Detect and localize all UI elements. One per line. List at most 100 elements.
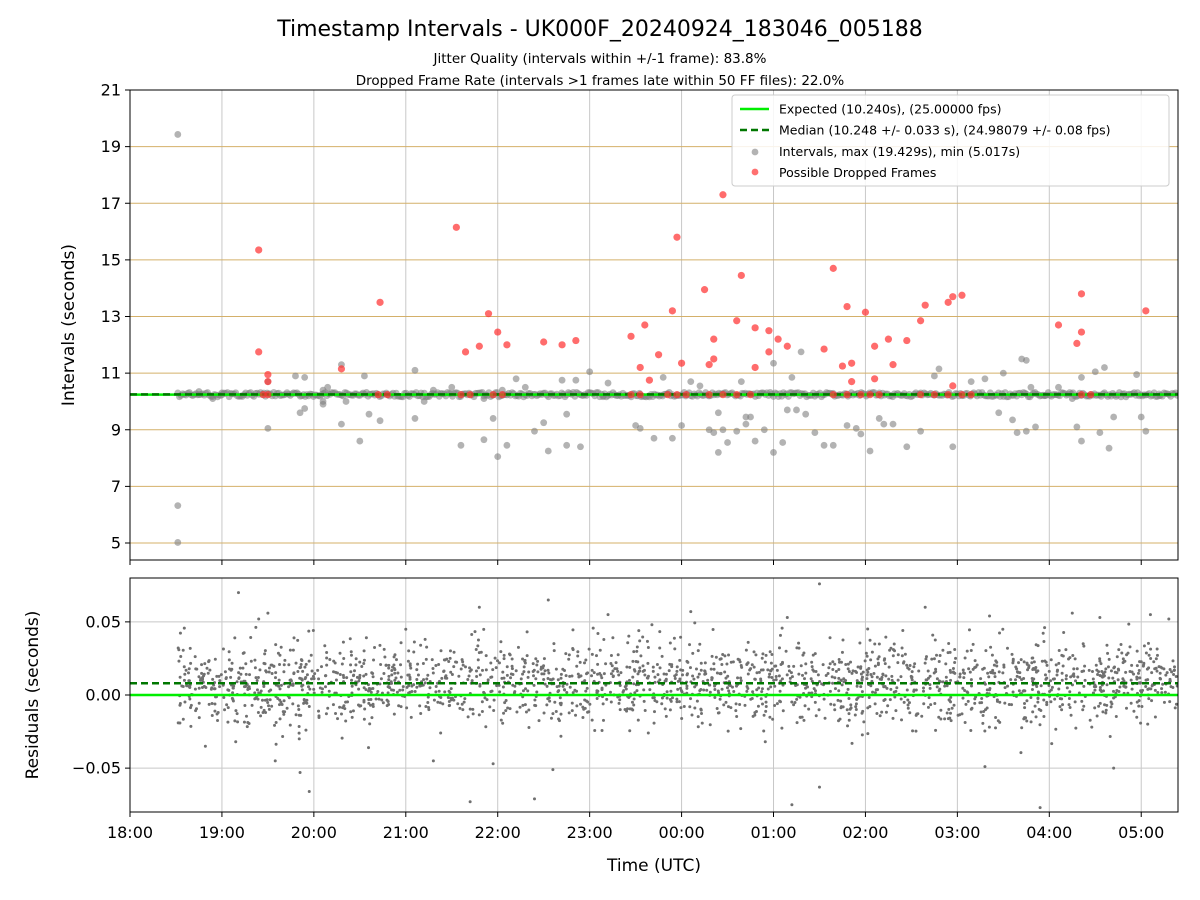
residual-point [1099, 662, 1103, 666]
residual-point [350, 691, 354, 695]
residual-point [899, 697, 903, 701]
residual-point [202, 674, 206, 678]
residual-point [990, 653, 994, 657]
residual-point [526, 689, 530, 693]
residual-point [226, 688, 230, 692]
residual-point [581, 715, 585, 719]
residual-point [780, 726, 784, 730]
residual-point [410, 684, 414, 688]
residual-point [1140, 705, 1144, 709]
residual-point [279, 645, 283, 649]
residual-point [658, 630, 662, 634]
residual-point [948, 711, 952, 715]
residual-point [767, 675, 771, 679]
residual-point [953, 660, 957, 664]
residual-point [1071, 653, 1075, 657]
dropped-frame-point [264, 370, 272, 379]
residual-point [766, 687, 770, 691]
residual-point [926, 705, 930, 709]
residual-point [665, 696, 669, 700]
residual-point [718, 672, 722, 676]
residual-point [272, 664, 276, 668]
residual-point [226, 720, 230, 724]
residual-point [1010, 652, 1014, 656]
residual-point [426, 673, 430, 677]
residual-point [484, 725, 488, 729]
residual-point [774, 678, 778, 682]
residual-point [861, 670, 865, 674]
residual-point [928, 686, 932, 690]
residual-point [178, 675, 182, 679]
residual-point [269, 663, 273, 667]
residual-point [698, 642, 702, 646]
residual-point [1017, 689, 1021, 693]
residual-point [865, 677, 869, 681]
residual-point [945, 711, 949, 715]
residual-point [837, 657, 841, 661]
residual-point [258, 668, 262, 672]
interval-point [742, 420, 750, 428]
residual-point [664, 679, 668, 683]
interval-point [577, 443, 584, 451]
intervals-ytick-label-2: 9 [111, 420, 121, 439]
residual-point [1097, 704, 1101, 708]
residual-point [477, 651, 481, 655]
residual-point [320, 687, 324, 691]
interval-point [264, 424, 272, 432]
residual-point [543, 669, 547, 673]
residual-point [399, 675, 403, 679]
residual-point [1045, 676, 1049, 680]
residual-point [427, 706, 431, 710]
residual-point [740, 665, 744, 669]
residual-point [193, 655, 197, 659]
residual-point [467, 674, 471, 678]
residual-point [494, 666, 498, 670]
residual-point [379, 677, 383, 681]
residual-point [844, 679, 848, 683]
residual-point [828, 662, 832, 666]
residual-point [949, 695, 953, 699]
residual-point [987, 675, 991, 679]
residual-point [1073, 657, 1077, 661]
residual-point [205, 666, 209, 670]
residual-point [980, 701, 984, 705]
residual-point [1027, 666, 1031, 670]
residual-point [656, 673, 660, 677]
residual-point [994, 726, 998, 730]
residual-point [482, 690, 486, 694]
residual-point [884, 635, 888, 639]
residual-point [787, 664, 791, 668]
residual-point [833, 687, 837, 691]
residual-point [682, 705, 686, 709]
residual-point [273, 723, 277, 727]
residual-point [696, 725, 700, 729]
interval-point [1101, 364, 1108, 371]
residual-point [853, 713, 857, 717]
dropped-frame-point [916, 391, 925, 399]
residual-point [478, 684, 482, 688]
residual-point [697, 672, 701, 676]
residuals-xtick-label-6: 00:00 [659, 823, 705, 842]
interval-point [512, 375, 520, 383]
residual-point [1156, 691, 1160, 695]
dropped-frame-point [627, 332, 635, 340]
residual-point [1167, 617, 1171, 621]
residual-point [1173, 665, 1177, 669]
residual-point [690, 713, 694, 717]
residual-point [506, 706, 510, 710]
residual-point [703, 661, 707, 665]
residual-point [324, 712, 328, 716]
residual-point [325, 651, 329, 655]
residual-point [218, 685, 222, 689]
residual-point [828, 636, 832, 640]
residual-point [1111, 676, 1115, 680]
residual-point [675, 669, 679, 673]
residuals-xtick-label-7: 01:00 [750, 823, 796, 842]
residual-point [746, 672, 750, 676]
residuals-ytick-label-1: 0.00 [85, 686, 121, 705]
residual-point [200, 671, 204, 675]
residual-point [224, 676, 228, 680]
residual-point [642, 688, 646, 692]
residual-point [425, 645, 429, 649]
residual-point [1072, 667, 1076, 671]
